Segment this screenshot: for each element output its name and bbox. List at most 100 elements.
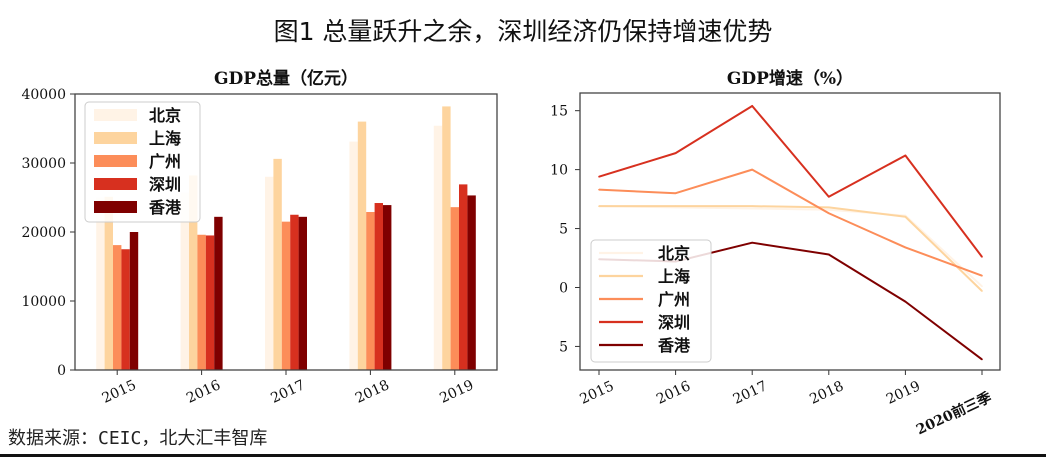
bar-北京-2015 bbox=[96, 197, 105, 370]
bar-深圳-2017 bbox=[290, 214, 299, 370]
point-广州-2019 bbox=[904, 246, 907, 249]
y-tick-label: 10000 bbox=[21, 294, 66, 310]
point-香港-2018 bbox=[828, 253, 830, 256]
point-上海-2015 bbox=[598, 205, 600, 207]
legend-label: 上海 bbox=[149, 129, 181, 148]
point-北京-2020前三季 bbox=[981, 285, 983, 288]
legend-label: 北京 bbox=[149, 106, 181, 125]
bar-深圳-2016 bbox=[205, 235, 215, 370]
point-香港-2019 bbox=[904, 300, 907, 303]
bar-上海-2019 bbox=[442, 106, 451, 371]
point-广州-2020前三季 bbox=[981, 274, 983, 277]
bar-北京-2017 bbox=[265, 176, 274, 370]
legend-swatch bbox=[94, 132, 137, 144]
line-chart: GDP增速（%） 15 10 5 0 5 2015 2016 2017 2018 20192020前… bbox=[550, 68, 1001, 439]
x-tick-label: 2016 bbox=[184, 377, 223, 407]
point-北京-2018 bbox=[828, 208, 830, 211]
point-广州-2016 bbox=[674, 192, 677, 194]
x-tick-label: 2017 bbox=[731, 378, 770, 408]
point-香港-2020前三季 bbox=[981, 358, 983, 361]
legend-label: 北京 bbox=[658, 244, 690, 263]
x-tick-label: 2020前三季 bbox=[914, 389, 995, 439]
bar-chart: GDP总量（亿元） 2015 2016 2017 2018 2019 0 10000 20000… bbox=[21, 68, 498, 407]
y-tick-label: 5 bbox=[559, 222, 568, 238]
x-tick-label: 2017 bbox=[268, 377, 307, 407]
point-广州-2018 bbox=[828, 212, 830, 215]
legend-swatch bbox=[94, 178, 137, 190]
y-tick-label: 10 bbox=[550, 163, 568, 179]
point-广州-2017 bbox=[751, 168, 753, 171]
legend-label: 广州 bbox=[658, 290, 690, 309]
point-上海-2017 bbox=[751, 205, 753, 207]
bar-香港-2017 bbox=[298, 216, 307, 370]
bar-深圳-2019 bbox=[459, 184, 468, 370]
legend-label: 深圳 bbox=[149, 175, 181, 194]
y-tick-label: 30000 bbox=[21, 156, 66, 172]
bar-上海-2018 bbox=[357, 121, 367, 370]
y-tick-label: 40000 bbox=[21, 87, 66, 103]
point-深圳-2017 bbox=[751, 105, 753, 107]
y-tick-label: 15 bbox=[550, 104, 568, 120]
data-source: 数据来源：CEIC，北大汇丰智库 bbox=[8, 428, 268, 449]
x-tick-label: 2015 bbox=[577, 378, 616, 408]
x-tick-label: 2016 bbox=[654, 378, 693, 408]
y-tick-label: 5 bbox=[559, 339, 568, 355]
x-tick-label: 2019 bbox=[437, 377, 476, 407]
legend-swatch bbox=[94, 155, 137, 167]
legend-label: 深圳 bbox=[658, 313, 690, 332]
legend-swatch bbox=[94, 109, 137, 121]
bar-广州-2015 bbox=[113, 245, 122, 370]
bar-深圳-2015 bbox=[121, 249, 130, 370]
line-chart-title: GDP增速（%） bbox=[727, 68, 853, 89]
line-深圳 bbox=[598, 104, 983, 258]
bar-香港-2015 bbox=[129, 232, 139, 370]
bar-北京-2018 bbox=[349, 141, 358, 370]
line-plot-frame bbox=[579, 92, 1001, 371]
x-tick-label: 2019 bbox=[884, 378, 923, 408]
bar-上海-2015 bbox=[104, 196, 113, 370]
figure-title: 图1 总量跃升之余，深圳经济仍保持增速优势 bbox=[273, 17, 773, 46]
y-tick-label: 20000 bbox=[21, 225, 66, 241]
bar-深圳-2018 bbox=[374, 203, 383, 370]
bar-上海-2016 bbox=[189, 175, 198, 370]
x-tick-label: 2018 bbox=[353, 377, 392, 407]
y-tick-label: 0 bbox=[57, 363, 66, 379]
point-深圳-2015 bbox=[598, 175, 600, 178]
y-tick-label: 0 bbox=[559, 280, 568, 296]
point-上海-2019 bbox=[904, 215, 907, 218]
point-北京-2017 bbox=[751, 207, 753, 210]
bar-香港-2019 bbox=[467, 195, 476, 370]
bar-广州-2017 bbox=[281, 221, 291, 370]
bar-广州-2016 bbox=[197, 234, 206, 370]
legend-box bbox=[590, 239, 712, 363]
point-上海-2020前三季 bbox=[981, 290, 983, 292]
point-香港-2017 bbox=[751, 241, 753, 244]
point-深圳-2020前三季 bbox=[981, 256, 983, 258]
point-深圳-2019 bbox=[904, 154, 907, 157]
bar-广州-2018 bbox=[366, 211, 375, 370]
point-上海-2018 bbox=[828, 206, 830, 209]
x-tick-label: 2018 bbox=[807, 378, 846, 408]
bar-广州-2019 bbox=[450, 207, 459, 370]
point-广州-2015 bbox=[598, 188, 600, 191]
bar-plot-frame bbox=[74, 93, 498, 371]
bar-香港-2016 bbox=[214, 216, 223, 370]
point-深圳-2016 bbox=[674, 152, 677, 154]
bar-北京-2016 bbox=[180, 192, 189, 370]
line-上海 bbox=[599, 205, 983, 292]
legend-label: 广州 bbox=[149, 152, 181, 171]
bar-北京-2019 bbox=[433, 125, 443, 371]
legend-swatch bbox=[94, 201, 137, 213]
legend-label: 香港 bbox=[148, 198, 182, 217]
bar-chart-title: GDP总量（亿元） bbox=[214, 68, 358, 89]
legend-label: 香港 bbox=[657, 336, 691, 355]
x-tick-label: 2015 bbox=[100, 377, 139, 407]
point-深圳-2018 bbox=[828, 195, 830, 198]
line-广州 bbox=[598, 168, 983, 277]
bottom-divider bbox=[0, 454, 1046, 457]
bar-香港-2018 bbox=[383, 205, 392, 370]
legend-label: 上海 bbox=[658, 267, 690, 286]
